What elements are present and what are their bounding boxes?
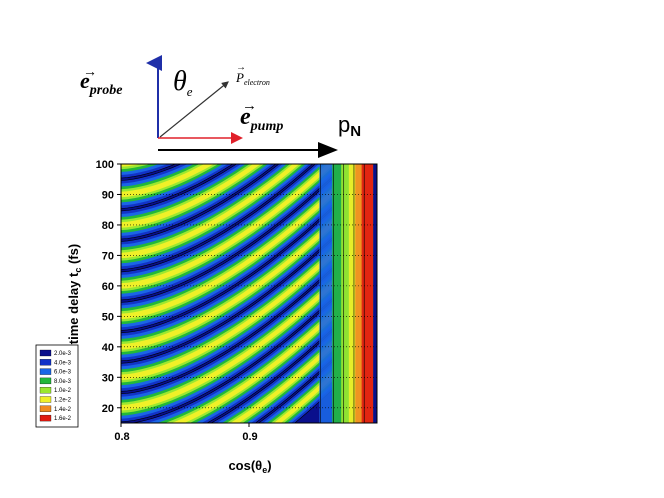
contour-line: [130, 256, 377, 423]
legend-swatch: [39, 387, 52, 394]
heatmap-band: [121, 164, 373, 328]
y-tick-label: 30: [102, 372, 114, 384]
y-axis-label: time delay tc (fs): [66, 244, 83, 344]
contour-line: [121, 225, 377, 423]
contour-line: [121, 164, 234, 209]
electron-arrow: [159, 81, 229, 138]
heatmap-edge-band: [373, 164, 377, 423]
heatmap-band: [121, 164, 261, 228]
heatmap-band: [258, 317, 377, 423]
probe-vector-arrow-mark: →: [83, 63, 97, 79]
heatmap-band: [121, 164, 340, 294]
legend-label: 4.0e-3: [54, 360, 72, 366]
heatmap-band: [121, 164, 168, 175]
heatmap-plot: 20 30 40 50 60 70 80 90 100 0.8 0.9 cos(θe) time …: [66, 159, 378, 475]
legend-label: 1.2e-2: [54, 398, 72, 404]
y-tick-label: 100: [96, 159, 114, 171]
legend-label: 1.4e-2: [54, 407, 72, 413]
y-tick-label: 20: [102, 403, 114, 415]
heatmap-fringes: [121, 164, 377, 423]
x-tick-label: 0.9: [242, 431, 257, 443]
heatmap-band: [121, 171, 377, 355]
legend-swatch: [39, 396, 52, 403]
heatmap-band: [121, 201, 377, 386]
y-tick-label: 80: [102, 220, 114, 232]
angle-label: θe: [173, 66, 193, 99]
x-tick-label: 0.8: [114, 431, 129, 443]
color-legend: 2.0e-3 4.0e-3 6.0e-3 8.0e-3 1.0e-2 1.2e-2 1.4e…: [35, 344, 79, 428]
gridlines: [121, 164, 377, 409]
geometry-diagram: eprobe → θe Pelectron → epump → pN: [80, 55, 361, 158]
y-axis: 20 30 40 50 60 70 80 90 100: [96, 159, 121, 415]
y-tick-label: 60: [102, 281, 114, 293]
legend-label: 8.0e-3: [54, 379, 72, 385]
pump-vector-arrow-mark: →: [242, 97, 257, 114]
probe-vector-label: eprobe: [80, 68, 122, 98]
legend-swatch: [39, 405, 52, 412]
contour-line: [121, 164, 277, 240]
legend-label: 1.6e-2: [54, 416, 72, 422]
legend-label: 2.0e-3: [54, 351, 72, 357]
legend-label: 6.0e-3: [54, 370, 72, 376]
legend-swatch: [39, 377, 52, 385]
legend-swatch: [39, 414, 52, 422]
legend-frame: [35, 344, 79, 428]
contour-line: [121, 164, 177, 179]
heatmap-band: [121, 164, 176, 178]
pump-vector-label: epump: [240, 104, 283, 134]
y-tick-label: 40: [102, 342, 114, 354]
heatmap-band: [121, 164, 300, 259]
legend-swatch: [39, 359, 52, 366]
electron-arrow-mark: →: [236, 62, 246, 73]
legend-swatch: [39, 368, 52, 375]
y-tick-label: 70: [102, 250, 114, 262]
heatmap-band: [121, 164, 141, 167]
contour-line: [121, 164, 314, 270]
contour-line: [121, 195, 377, 392]
heatmap-edge-band: [361, 164, 374, 423]
y-tick-label: 90: [102, 189, 114, 201]
heatmap-band: [121, 164, 215, 198]
electron-momentum-label: Pelectron: [235, 70, 270, 87]
legend-swatch: [39, 349, 52, 357]
x-axis-label: cos(θe): [228, 458, 271, 475]
heatmap-band: [121, 232, 377, 416]
contour-line: [121, 164, 377, 362]
pn-label: pN: [338, 112, 361, 140]
y-tick-label: 50: [102, 311, 114, 323]
legend-label: 1.0e-2: [54, 388, 72, 394]
contour-line: [121, 164, 377, 331]
x-axis: 0.8 0.9: [114, 423, 258, 443]
contour-line: [121, 164, 346, 301]
